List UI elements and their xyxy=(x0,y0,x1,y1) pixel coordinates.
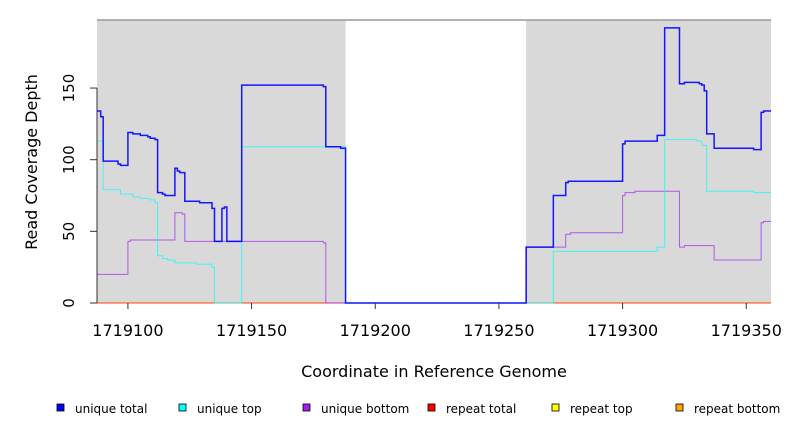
x-axis-label: Coordinate in Reference Genome xyxy=(301,362,567,381)
series-line-unique-bottom xyxy=(97,190,771,304)
x-tick-label: 1719200 xyxy=(340,321,411,340)
legend-label: unique bottom xyxy=(321,402,409,416)
legend-swatch-repeat-bottom xyxy=(675,403,684,412)
series-line-unique-top xyxy=(97,139,771,304)
x-tick-label: 1719300 xyxy=(587,321,658,340)
x-tick-label: 1719350 xyxy=(711,321,782,340)
y-tick-label: 0 xyxy=(60,298,78,308)
shaded-region xyxy=(526,20,771,303)
shaded-region xyxy=(97,20,346,303)
y-axis-label: Read Coverage Depth xyxy=(22,74,41,250)
y-tick-label: 50 xyxy=(60,222,78,241)
legend-swatch-repeat-top xyxy=(551,403,560,412)
legend-swatch-unique-top xyxy=(178,403,187,412)
x-tick-label: 1719250 xyxy=(463,321,534,340)
legend-label: repeat bottom xyxy=(694,402,780,416)
series-line-unique-total xyxy=(97,27,771,304)
x-tick-label: 1719150 xyxy=(216,321,287,340)
legend-label: unique top xyxy=(197,402,262,416)
legend-label: repeat total xyxy=(446,402,516,416)
legend-swatch-unique-total xyxy=(56,403,65,412)
legend-swatch-unique-bottom xyxy=(302,403,311,412)
y-tick-label: 100 xyxy=(60,145,78,174)
x-tick-label: 1719100 xyxy=(92,321,163,340)
legend-swatch-repeat-total xyxy=(427,403,436,412)
legend-label: repeat top xyxy=(570,402,633,416)
y-tick-label: 150 xyxy=(60,74,78,103)
legend-label: unique total xyxy=(75,402,147,416)
